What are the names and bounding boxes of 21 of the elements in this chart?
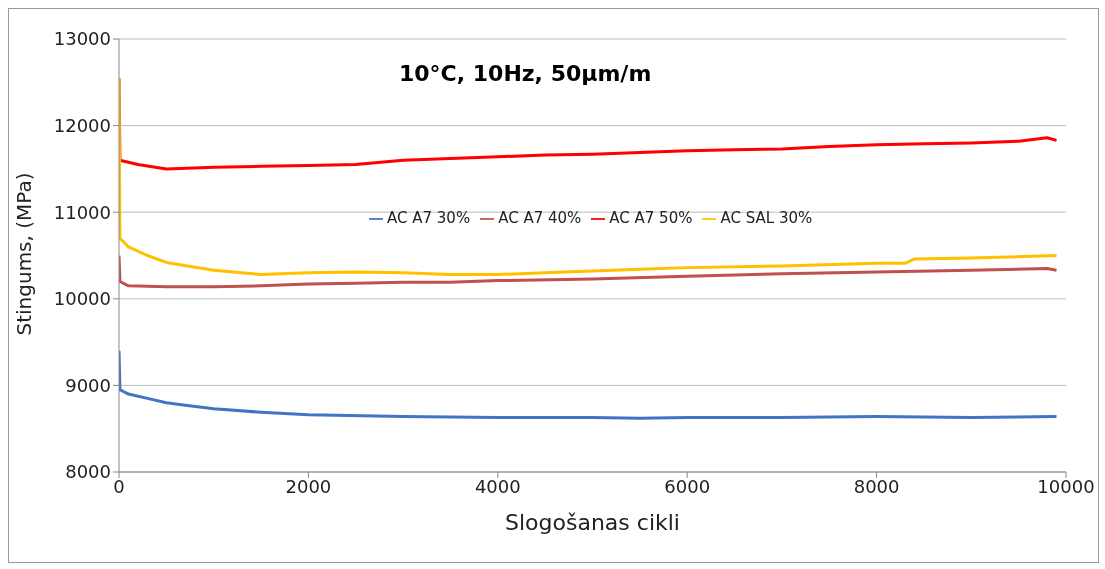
- y-tick-label: 12000: [53, 114, 111, 136]
- x-tick-label: 10000: [1037, 475, 1095, 497]
- y-tick-label: 8000: [65, 461, 111, 483]
- legend-label: AC A7 30%: [387, 209, 471, 227]
- y-axis-title: Stingums, (MPa): [12, 172, 37, 336]
- legend-label: AC SAL 30%: [720, 209, 813, 227]
- x-tick-label: 2000: [285, 475, 332, 497]
- legend-label: AC A7 40%: [498, 209, 582, 227]
- x-tick-label: 6000: [664, 475, 711, 497]
- x-tick-label: 4000: [474, 475, 521, 497]
- text: 10°C, 10Hz, 50µm/m: [399, 61, 652, 86]
- y-tick-label: 13000: [53, 28, 111, 50]
- y-tick-label: 11000: [53, 201, 111, 223]
- x-tick-label: 0: [113, 475, 125, 497]
- x-tick-label: 8000: [853, 475, 900, 497]
- y-tick-label: 9000: [65, 374, 111, 396]
- line-series: [119, 254, 1059, 289]
- x-axis-title: Slogošanas cikli: [505, 509, 680, 535]
- legend-label: AC A7 50%: [609, 209, 693, 227]
- y-tick-label: 10000: [53, 288, 111, 310]
- line-series: [119, 349, 1059, 420]
